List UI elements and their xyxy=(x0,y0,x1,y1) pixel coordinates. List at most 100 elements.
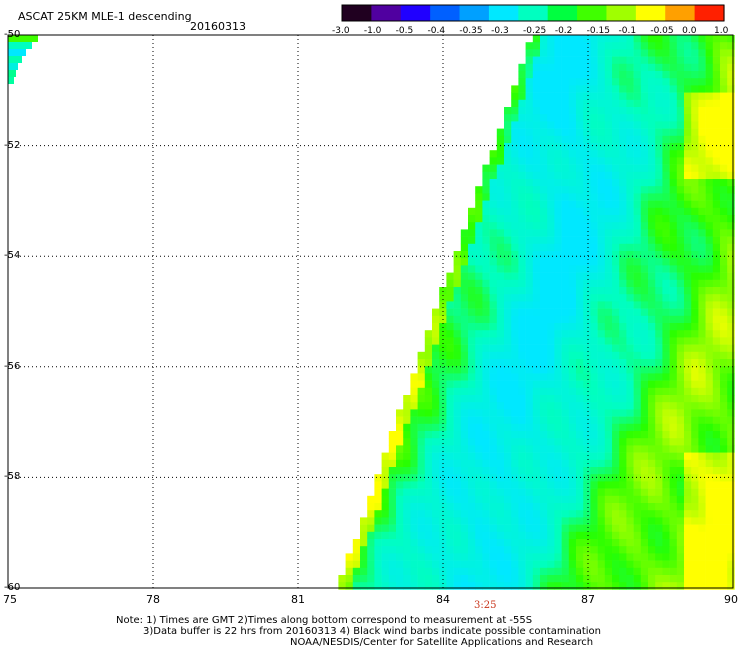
swath-cell xyxy=(705,272,714,281)
swath-cell xyxy=(352,582,361,590)
swath-cell xyxy=(561,207,570,216)
swath-cell xyxy=(669,560,678,569)
swath-cell xyxy=(590,85,598,93)
swath-cell xyxy=(662,495,670,504)
swath-cell xyxy=(496,524,505,533)
swath-cell xyxy=(568,488,577,497)
swath-cell xyxy=(403,531,411,540)
swath-cell xyxy=(489,207,498,216)
swath-cell xyxy=(583,143,591,151)
swath-cell xyxy=(525,467,534,475)
swath-cell xyxy=(684,315,692,324)
swath-cell xyxy=(705,431,714,439)
swath-cell xyxy=(684,344,692,353)
swath-cell xyxy=(640,157,649,165)
swath-cell xyxy=(424,560,433,569)
swath-cell xyxy=(439,575,447,583)
swath-cell xyxy=(460,287,469,295)
swath-cell xyxy=(396,539,404,547)
swath-cell xyxy=(532,143,541,151)
swath-cell xyxy=(547,359,555,367)
swath-cell xyxy=(432,531,440,540)
swath-cell xyxy=(590,114,598,122)
swath-cell xyxy=(727,272,735,281)
swath-cell xyxy=(583,200,591,209)
swath-cell xyxy=(453,330,462,338)
swath-cell xyxy=(619,294,627,302)
swath-cell xyxy=(504,524,512,533)
swath-cell xyxy=(554,42,562,50)
swath-cell xyxy=(532,474,541,482)
swath-cell xyxy=(648,121,656,129)
swath-cell xyxy=(684,49,692,57)
swath-cell xyxy=(727,308,735,317)
swath-cell xyxy=(482,344,490,353)
swath-cell xyxy=(403,481,411,489)
swath-cell xyxy=(417,539,426,547)
swath-cell xyxy=(576,157,584,165)
swath-cell xyxy=(482,467,490,475)
swath-cell xyxy=(417,459,426,468)
swath-cell xyxy=(561,452,570,461)
swath-cell xyxy=(655,243,663,252)
swath-cell xyxy=(460,395,469,403)
swath-cell xyxy=(698,380,706,389)
swath-cell xyxy=(648,387,656,396)
swath-cell xyxy=(684,78,692,86)
swath-cell xyxy=(655,553,663,561)
swath-cell xyxy=(691,272,699,281)
swath-cell xyxy=(568,107,577,115)
swath-cell xyxy=(655,438,663,446)
swath-cell xyxy=(720,503,728,511)
swath-cell xyxy=(576,402,584,410)
swath-cell xyxy=(482,171,490,180)
swath-cell xyxy=(590,222,598,230)
swath-cell xyxy=(705,114,714,122)
swath-cell xyxy=(676,135,685,144)
swath-cell xyxy=(626,121,634,129)
swath-cell xyxy=(424,423,433,432)
swath-cell xyxy=(705,553,714,561)
swath-cell xyxy=(482,524,490,533)
swath-cell xyxy=(489,287,498,295)
swath-cell xyxy=(489,488,498,497)
swath-cell xyxy=(417,582,426,590)
swath-cell xyxy=(475,481,483,489)
swath-cell xyxy=(604,582,613,590)
swath-cell xyxy=(482,553,490,561)
swath-cell xyxy=(504,323,512,331)
swath-cell xyxy=(720,272,728,281)
swath-cell xyxy=(468,337,476,345)
swath-cell xyxy=(590,582,598,590)
swath-cell xyxy=(698,236,706,245)
swath-cell xyxy=(583,553,591,561)
swath-cell xyxy=(691,42,699,50)
swath-cell xyxy=(468,258,476,266)
swath-cell xyxy=(403,503,411,511)
swath-cell xyxy=(640,582,649,590)
swath-cell xyxy=(511,265,519,273)
swath-cell xyxy=(511,128,519,137)
swath-cell xyxy=(403,539,411,547)
swath-cell xyxy=(604,575,613,583)
swath-cell xyxy=(496,452,505,461)
swath-cell xyxy=(540,114,548,122)
swath-cell xyxy=(604,35,613,43)
swath-cell xyxy=(604,323,613,331)
swath-cell xyxy=(684,287,692,295)
swath-cell xyxy=(669,567,678,576)
swath-cell xyxy=(583,135,591,144)
swath-cell xyxy=(547,546,555,554)
swath-cell xyxy=(633,272,642,281)
swath-cell xyxy=(568,351,577,360)
swath-cell xyxy=(604,567,613,576)
swath-cell xyxy=(432,395,440,403)
swath-cell xyxy=(532,49,541,57)
swath-cell xyxy=(662,380,670,389)
swath-cell xyxy=(561,409,570,417)
swath-cell xyxy=(619,35,627,43)
swath-cell xyxy=(460,344,469,353)
swath-cell xyxy=(705,63,714,72)
swath-cell xyxy=(453,301,462,309)
swath-cell xyxy=(669,272,678,281)
